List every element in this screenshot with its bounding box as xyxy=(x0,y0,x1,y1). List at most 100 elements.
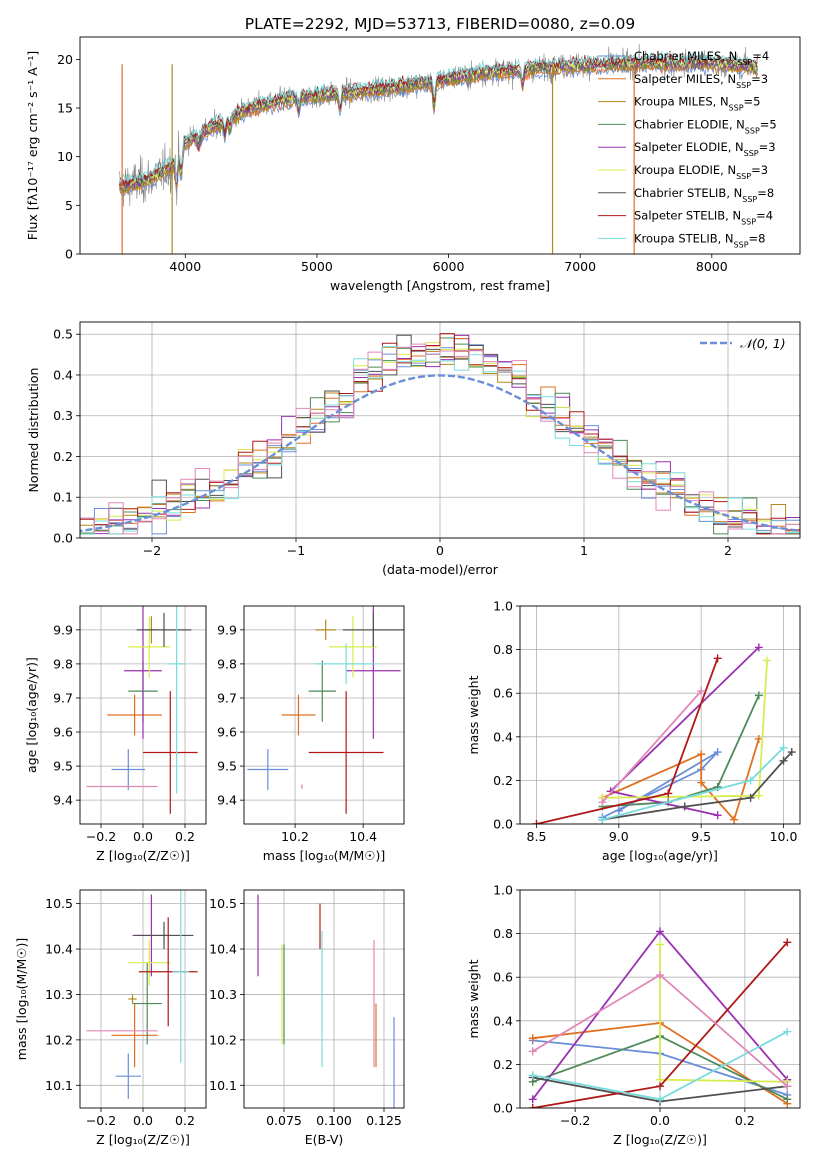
x-tick-label: 6000 xyxy=(433,259,465,274)
y-tick-label: 5 xyxy=(65,198,73,213)
plus-marker xyxy=(746,776,755,785)
x-axis-label: mass [log₁₀(M/M☉)] xyxy=(263,848,385,863)
plot-area xyxy=(244,606,404,824)
y-tick-label: 9.7 xyxy=(53,690,73,705)
axes-frame xyxy=(519,605,801,825)
mass-vs-metallicity-panel: −0.2 0.0 0.2 10.1 10.2 10.3 10.4 10.5 Z [log₁₀(Z… xyxy=(14,889,207,1147)
y-tick-label: 9.8 xyxy=(53,656,73,671)
plus-marker xyxy=(664,789,673,798)
x-tick-label: 8000 xyxy=(696,259,728,274)
y-tick-label: 0.4 xyxy=(53,367,73,382)
plus-marker xyxy=(598,815,607,824)
y-tick-label: 9.7 xyxy=(217,690,237,705)
plus-marker xyxy=(713,654,722,663)
plus-marker xyxy=(763,656,772,665)
x-axis-label: E(B-V) xyxy=(305,1132,344,1147)
y-tick-label: 0.3 xyxy=(53,408,73,423)
spectrum-panel: 4000 5000 6000 7000 8000 0 5 10 15 20 wavelength [… xyxy=(25,36,801,293)
legend-label: Salpeter ELODIE, NSSP=3 xyxy=(634,140,776,158)
x-tick-label: 0.0 xyxy=(133,1113,153,1128)
plus-marker xyxy=(598,798,607,807)
x-tick-label: 0 xyxy=(436,543,444,558)
x-tick-label: 2 xyxy=(724,543,732,558)
y-axis-label: Normed distribution xyxy=(26,368,41,493)
x-tick-label: −0.2 xyxy=(86,1113,116,1128)
figure-title: PLATE=2292, MJD=53713, FIBERID=0080, z=0… xyxy=(245,15,635,33)
y-tick-label: 0.5 xyxy=(53,327,73,342)
plot-content xyxy=(80,333,800,535)
legend-label: Kroupa MILES, NSSP=5 xyxy=(634,95,760,113)
x-axis-label: Z [log₁₀(Z/Z☉)] xyxy=(613,1132,707,1147)
x-tick-label: −1 xyxy=(287,543,305,558)
age-vs-mass-panel: 10.2 10.4 9.4 9.5 9.6 9.7 9.8 9.9 mass [log₁₀(M/… xyxy=(217,605,405,863)
mass-vs-ebv-panel: 0.075 0.100 0.125 10.1 10.2 10.3 10.4 10.5 E(B-V… xyxy=(209,889,405,1147)
y-tick-label: 0.6 xyxy=(493,970,513,985)
plus-marker xyxy=(528,1071,537,1080)
legend-label: Chabrier ELODIE, NSSP=5 xyxy=(634,117,777,135)
plus-marker xyxy=(697,687,706,696)
y-tick-label: 0.4 xyxy=(493,729,513,744)
axes-frame xyxy=(79,889,207,1109)
y-tick-label: 0.0 xyxy=(53,531,73,546)
plot-content xyxy=(247,606,404,814)
y-tick-label: 9.9 xyxy=(217,622,237,637)
x-tick-label: 10.2 xyxy=(281,829,309,844)
plot-area xyxy=(244,890,404,1108)
legend-label: 𝒩(0, 1) xyxy=(740,336,786,351)
massweight-vs-age-panel: 8.5 9.0 9.5 10.0 0.0 0.2 0.4 0.6 0.8 1.0 age [log₁… xyxy=(466,599,801,863)
plot-content xyxy=(528,927,792,1108)
plus-marker xyxy=(787,748,796,757)
y-tick-label: 9.8 xyxy=(217,656,237,671)
x-tick-label: 9.0 xyxy=(609,829,629,844)
plus-marker xyxy=(783,1027,792,1036)
massweight-vs-metallicity-panel: −0.2 0.0 0.2 0.0 0.2 0.4 0.6 0.8 1.0 Z [log₁₀(Z/Z… xyxy=(466,883,801,1147)
plot-content xyxy=(257,894,395,1108)
plus-marker xyxy=(779,743,788,752)
x-tick-label: 9.5 xyxy=(691,829,711,844)
y-tick-label: 0.8 xyxy=(493,642,513,657)
y-axis-label: mass weight xyxy=(466,959,481,1038)
plus-marker xyxy=(754,691,763,700)
x-tick-label: 0.2 xyxy=(735,1113,755,1128)
plus-marker xyxy=(697,750,706,759)
histogram-step xyxy=(80,346,800,535)
y-axis-label: Flux [fλ10⁻¹⁷ erg cm⁻² s⁻¹ A⁻¹] xyxy=(25,51,40,240)
y-tick-label: 15 xyxy=(57,101,73,116)
axes-frame xyxy=(519,889,801,1109)
plus-marker xyxy=(656,927,664,936)
y-tick-label: 0.2 xyxy=(493,1057,513,1072)
y-tick-label: 10.2 xyxy=(45,1032,73,1047)
model-fit-line xyxy=(119,50,758,184)
y-tick-label: 10.5 xyxy=(45,896,73,911)
legend-label: Kroupa STELIB, NSSP=8 xyxy=(634,231,765,249)
plus-marker xyxy=(528,1104,537,1108)
x-tick-label: 0.075 xyxy=(266,1113,302,1128)
y-axis-label: mass [log₁₀(M/M☉)] xyxy=(14,938,29,1060)
axes-frame xyxy=(79,321,801,539)
series-line xyxy=(602,695,760,808)
plot-area xyxy=(520,606,800,824)
y-tick-label: 0.0 xyxy=(493,1101,513,1116)
y-tick-label: 9.4 xyxy=(53,793,73,808)
plus-marker xyxy=(656,971,664,980)
y-tick-label: 0.4 xyxy=(493,1013,513,1028)
plus-marker xyxy=(528,1095,537,1104)
plus-marker xyxy=(656,1082,664,1091)
x-axis-label: Z [log₁₀(Z/Z☉)] xyxy=(96,848,190,863)
plus-marker xyxy=(779,756,788,765)
residuals-panel: −2 −1 0 1 2 0.0 0.1 0.2 0.3 0.4 0.5 (data-model)/er… xyxy=(26,321,801,577)
series-line xyxy=(602,751,719,819)
model-fit-line xyxy=(119,58,758,193)
axes-frame xyxy=(79,605,207,825)
x-tick-label: 0.2 xyxy=(175,1113,195,1128)
plus-marker xyxy=(528,1034,537,1043)
y-tick-label: 0.8 xyxy=(493,926,513,941)
y-tick-label: 9.5 xyxy=(217,759,237,774)
y-tick-label: 10.1 xyxy=(209,1078,237,1093)
y-tick-label: 10.3 xyxy=(45,987,73,1002)
x-tick-label: 0.125 xyxy=(366,1113,402,1128)
y-tick-label: 0.0 xyxy=(493,817,513,832)
y-tick-label: 1.0 xyxy=(493,599,513,614)
plot-content xyxy=(86,890,198,1099)
y-tick-label: 10.4 xyxy=(45,942,73,957)
